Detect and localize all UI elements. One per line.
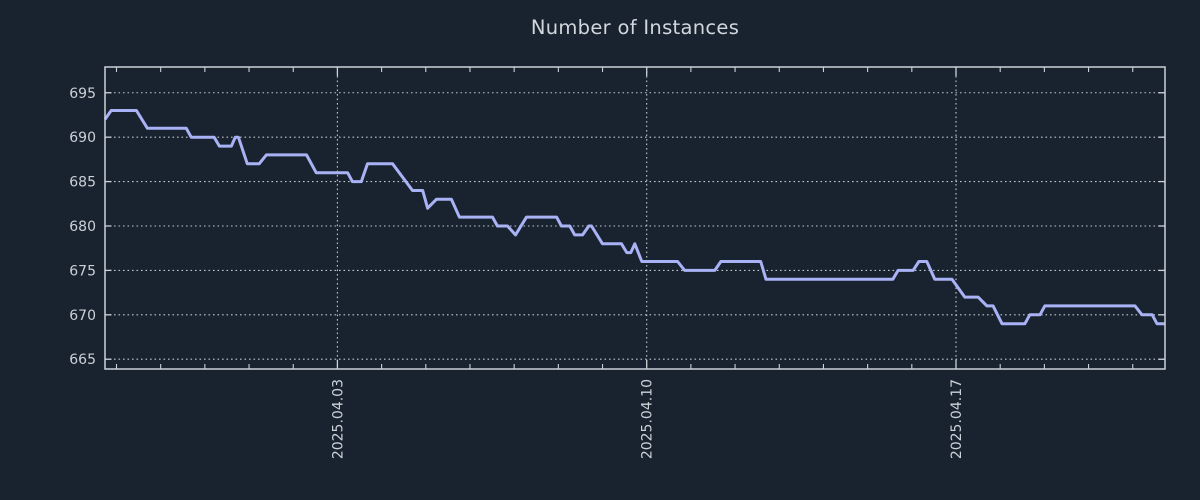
x-tick-label: 2025.04.03 [330,379,346,459]
y-tick-label: 675 [69,263,96,279]
x-tick-label: 2025.04.17 [949,379,965,459]
y-tick-label: 670 [69,308,96,324]
chart-title: Number of Instances [530,16,740,39]
y-tick-label: 685 [69,175,96,191]
x-tick-label: 2025.04.10 [640,379,656,459]
y-tick-label: 680 [69,219,96,235]
y-tick-label: 665 [69,352,96,368]
data-line-instances [103,109,1165,326]
plot-border [104,66,1166,370]
y-tick-label: 690 [69,130,96,146]
y-tick-label: 695 [69,86,96,102]
